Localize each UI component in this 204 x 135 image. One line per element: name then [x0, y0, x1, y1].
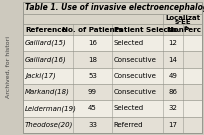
- Text: Perc: Perc: [183, 26, 201, 33]
- Bar: [23, 24, 202, 35]
- Text: 14: 14: [169, 57, 177, 63]
- Text: Localizat: Localizat: [165, 14, 200, 21]
- Text: Consecutive: Consecutive: [114, 57, 157, 63]
- Text: Jacki(17): Jacki(17): [25, 73, 56, 79]
- Text: Referred: Referred: [114, 122, 143, 128]
- Text: 99: 99: [88, 89, 97, 95]
- Text: Consecutive: Consecutive: [114, 89, 157, 95]
- Text: Theodose(20): Theodose(20): [25, 122, 73, 128]
- Text: 33: 33: [88, 122, 97, 128]
- Text: Markand(18): Markand(18): [25, 89, 70, 95]
- Text: Selected: Selected: [114, 40, 144, 46]
- Text: 53: 53: [88, 73, 97, 79]
- Bar: [23, 14, 202, 24]
- Text: Selected: Selected: [114, 105, 144, 112]
- Text: No. of Patients: No. of Patients: [62, 26, 123, 33]
- Text: 17: 17: [169, 122, 177, 128]
- Text: No.: No.: [166, 26, 180, 33]
- Text: Reference: Reference: [25, 26, 66, 33]
- Bar: [23, 84, 202, 100]
- Text: Table 1. Use of invasive electroencephalography to lo: Table 1. Use of invasive electroencephal…: [26, 4, 204, 13]
- Text: Gaillard(16): Gaillard(16): [25, 56, 67, 63]
- Text: Consecutive: Consecutive: [114, 73, 157, 79]
- Text: 18: 18: [88, 57, 97, 63]
- Bar: [23, 100, 202, 117]
- Bar: [23, 51, 202, 68]
- Bar: [23, 117, 202, 133]
- Bar: [23, 35, 202, 51]
- Text: Leiderman(19): Leiderman(19): [25, 105, 77, 112]
- Bar: [23, 68, 202, 84]
- Text: Gaillard(15): Gaillard(15): [25, 40, 67, 46]
- Bar: [23, 2, 202, 14]
- Text: 45: 45: [88, 105, 97, 112]
- Text: 32: 32: [169, 105, 177, 112]
- Text: Patient Selectionª: Patient Selectionª: [114, 26, 188, 33]
- Text: s-EE: s-EE: [174, 18, 191, 24]
- Text: 12: 12: [169, 40, 177, 46]
- Text: Archived, for histori: Archived, for histori: [6, 36, 10, 99]
- Text: 49: 49: [169, 73, 177, 79]
- Text: 16: 16: [88, 40, 97, 46]
- Text: 86: 86: [169, 89, 177, 95]
- Bar: [23, 2, 202, 133]
